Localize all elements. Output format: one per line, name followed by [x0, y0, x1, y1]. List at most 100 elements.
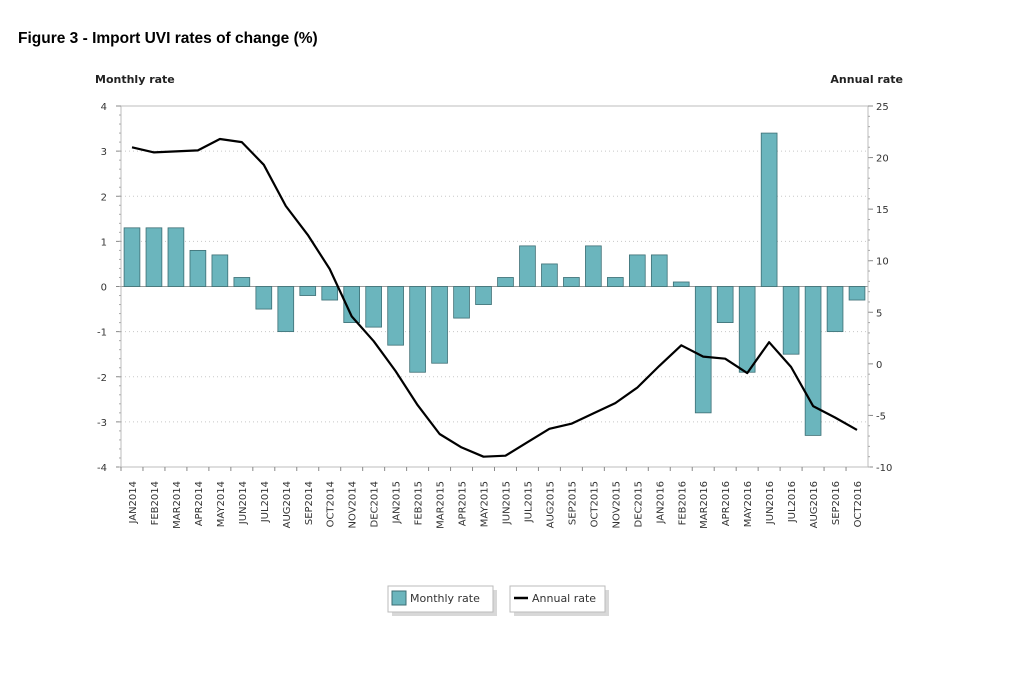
category-label: SEP2015: [567, 481, 578, 525]
bar: [760, 132, 778, 287]
left-tick-label: 2: [101, 192, 107, 203]
bar: [563, 277, 580, 287]
bar: [607, 277, 624, 287]
category-label: DEC2015: [633, 481, 644, 527]
right-tick-label: 10: [876, 257, 889, 268]
category-label: OCT2016: [853, 481, 864, 527]
bar: [716, 286, 734, 323]
category-label: DEC2014: [370, 481, 381, 527]
bar: [519, 245, 536, 287]
category-label: JUL2016: [787, 481, 798, 523]
bar-series-monthly-rate: [123, 132, 866, 436]
legend-monthly-swatch: [391, 590, 407, 606]
right-tick-label: 0: [876, 360, 882, 371]
category-label: APR2016: [721, 481, 732, 526]
annual-rate-line: [131, 137, 858, 458]
bar: [650, 254, 668, 287]
category-label: MAR2016: [699, 481, 710, 529]
bar: [694, 286, 712, 414]
category-label: APR2015: [458, 481, 469, 526]
right-tick-label: 5: [876, 308, 882, 319]
left-axis-title: Monthly rate: [95, 73, 175, 86]
bar: [848, 286, 866, 301]
category-label: MAY2015: [480, 481, 491, 527]
right-axis: -10 -5 0 5 10 15 20 25: [868, 102, 892, 474]
bar: [409, 286, 426, 373]
category-label: AUG2014: [282, 481, 293, 528]
left-tick-label: -1: [97, 328, 107, 339]
category-label: AUG2015: [545, 481, 556, 528]
category-label: JAN2016: [655, 481, 666, 525]
bar: [738, 286, 756, 373]
category-label: OCT2015: [589, 481, 600, 527]
right-tick-label: -10: [876, 463, 892, 474]
category-label: JUN2015: [501, 481, 512, 525]
category-label: SEP2014: [304, 481, 315, 525]
bar: [277, 286, 295, 333]
left-tick-label: -2: [97, 373, 107, 384]
category-label: JUL2014: [260, 481, 271, 523]
category-label: OCT2014: [326, 481, 337, 527]
category-label: JAN2015: [392, 481, 403, 525]
bar: [167, 227, 185, 287]
left-tick-label: -4: [97, 463, 107, 474]
legend-monthly-label: Monthly rate: [410, 592, 480, 605]
bar: [672, 281, 690, 287]
category-label: MAR2015: [436, 481, 447, 529]
bar: [123, 227, 141, 287]
right-tick-label: -5: [876, 411, 886, 422]
bar: [497, 277, 514, 287]
category-label: FEB2015: [414, 481, 425, 525]
bar: [145, 227, 163, 287]
bar: [211, 254, 229, 287]
category-axis: JAN2014 FEB2014 MAR2014 APR2014 MAY2014 JUN20…: [120, 467, 864, 529]
bar: [453, 286, 470, 319]
line-series-annual-rate: [131, 137, 858, 458]
right-tick-label: 25: [876, 102, 889, 113]
bar: [628, 254, 646, 287]
category-label: MAY2014: [216, 481, 227, 527]
left-tick-label: 3: [101, 147, 107, 158]
category-label: FEB2016: [677, 481, 688, 525]
category-label: JUN2016: [765, 481, 776, 525]
bar: [365, 286, 382, 328]
figure-title: Figure 3 - Import UVI rates of change (%…: [18, 30, 318, 47]
grid-lines: [121, 150, 868, 423]
category-label: JAN2014: [128, 481, 139, 525]
bar: [782, 286, 800, 355]
left-tick-label: -3: [97, 418, 107, 429]
category-label: JUL2015: [523, 481, 534, 523]
right-tick-label: 20: [876, 154, 889, 165]
bar: [826, 286, 844, 333]
category-label: SEP2016: [831, 481, 842, 525]
legend: Monthly rate Annual rate: [387, 585, 609, 616]
bar: [343, 286, 361, 323]
category-label: FEB2014: [150, 481, 161, 525]
category-label: JUN2014: [238, 481, 249, 525]
bar: [387, 286, 404, 346]
bar: [255, 286, 273, 310]
bar: [475, 286, 492, 305]
category-label: MAR2014: [172, 481, 183, 529]
bar: [541, 263, 558, 287]
legend-annual-label: Annual rate: [532, 592, 596, 605]
category-label: APR2014: [194, 481, 205, 526]
bar: [321, 286, 339, 301]
left-tick-label: 1: [101, 237, 107, 248]
category-label: NOV2015: [611, 481, 622, 528]
bar: [299, 286, 317, 296]
bar: [585, 245, 602, 287]
category-label: AUG2016: [809, 481, 820, 528]
bar: [431, 286, 448, 364]
category-label: MAY2016: [743, 481, 754, 527]
bar: [189, 249, 207, 287]
left-tick-label: 0: [101, 283, 107, 294]
right-axis-title: Annual rate: [830, 73, 903, 86]
left-tick-label: 4: [101, 102, 107, 113]
bar: [804, 286, 822, 436]
bar: [233, 277, 251, 287]
category-label: NOV2014: [348, 481, 359, 528]
left-axis: -4 -3 -2 -1 0 1 2 3 4: [97, 102, 121, 474]
right-tick-label: 15: [876, 205, 889, 216]
